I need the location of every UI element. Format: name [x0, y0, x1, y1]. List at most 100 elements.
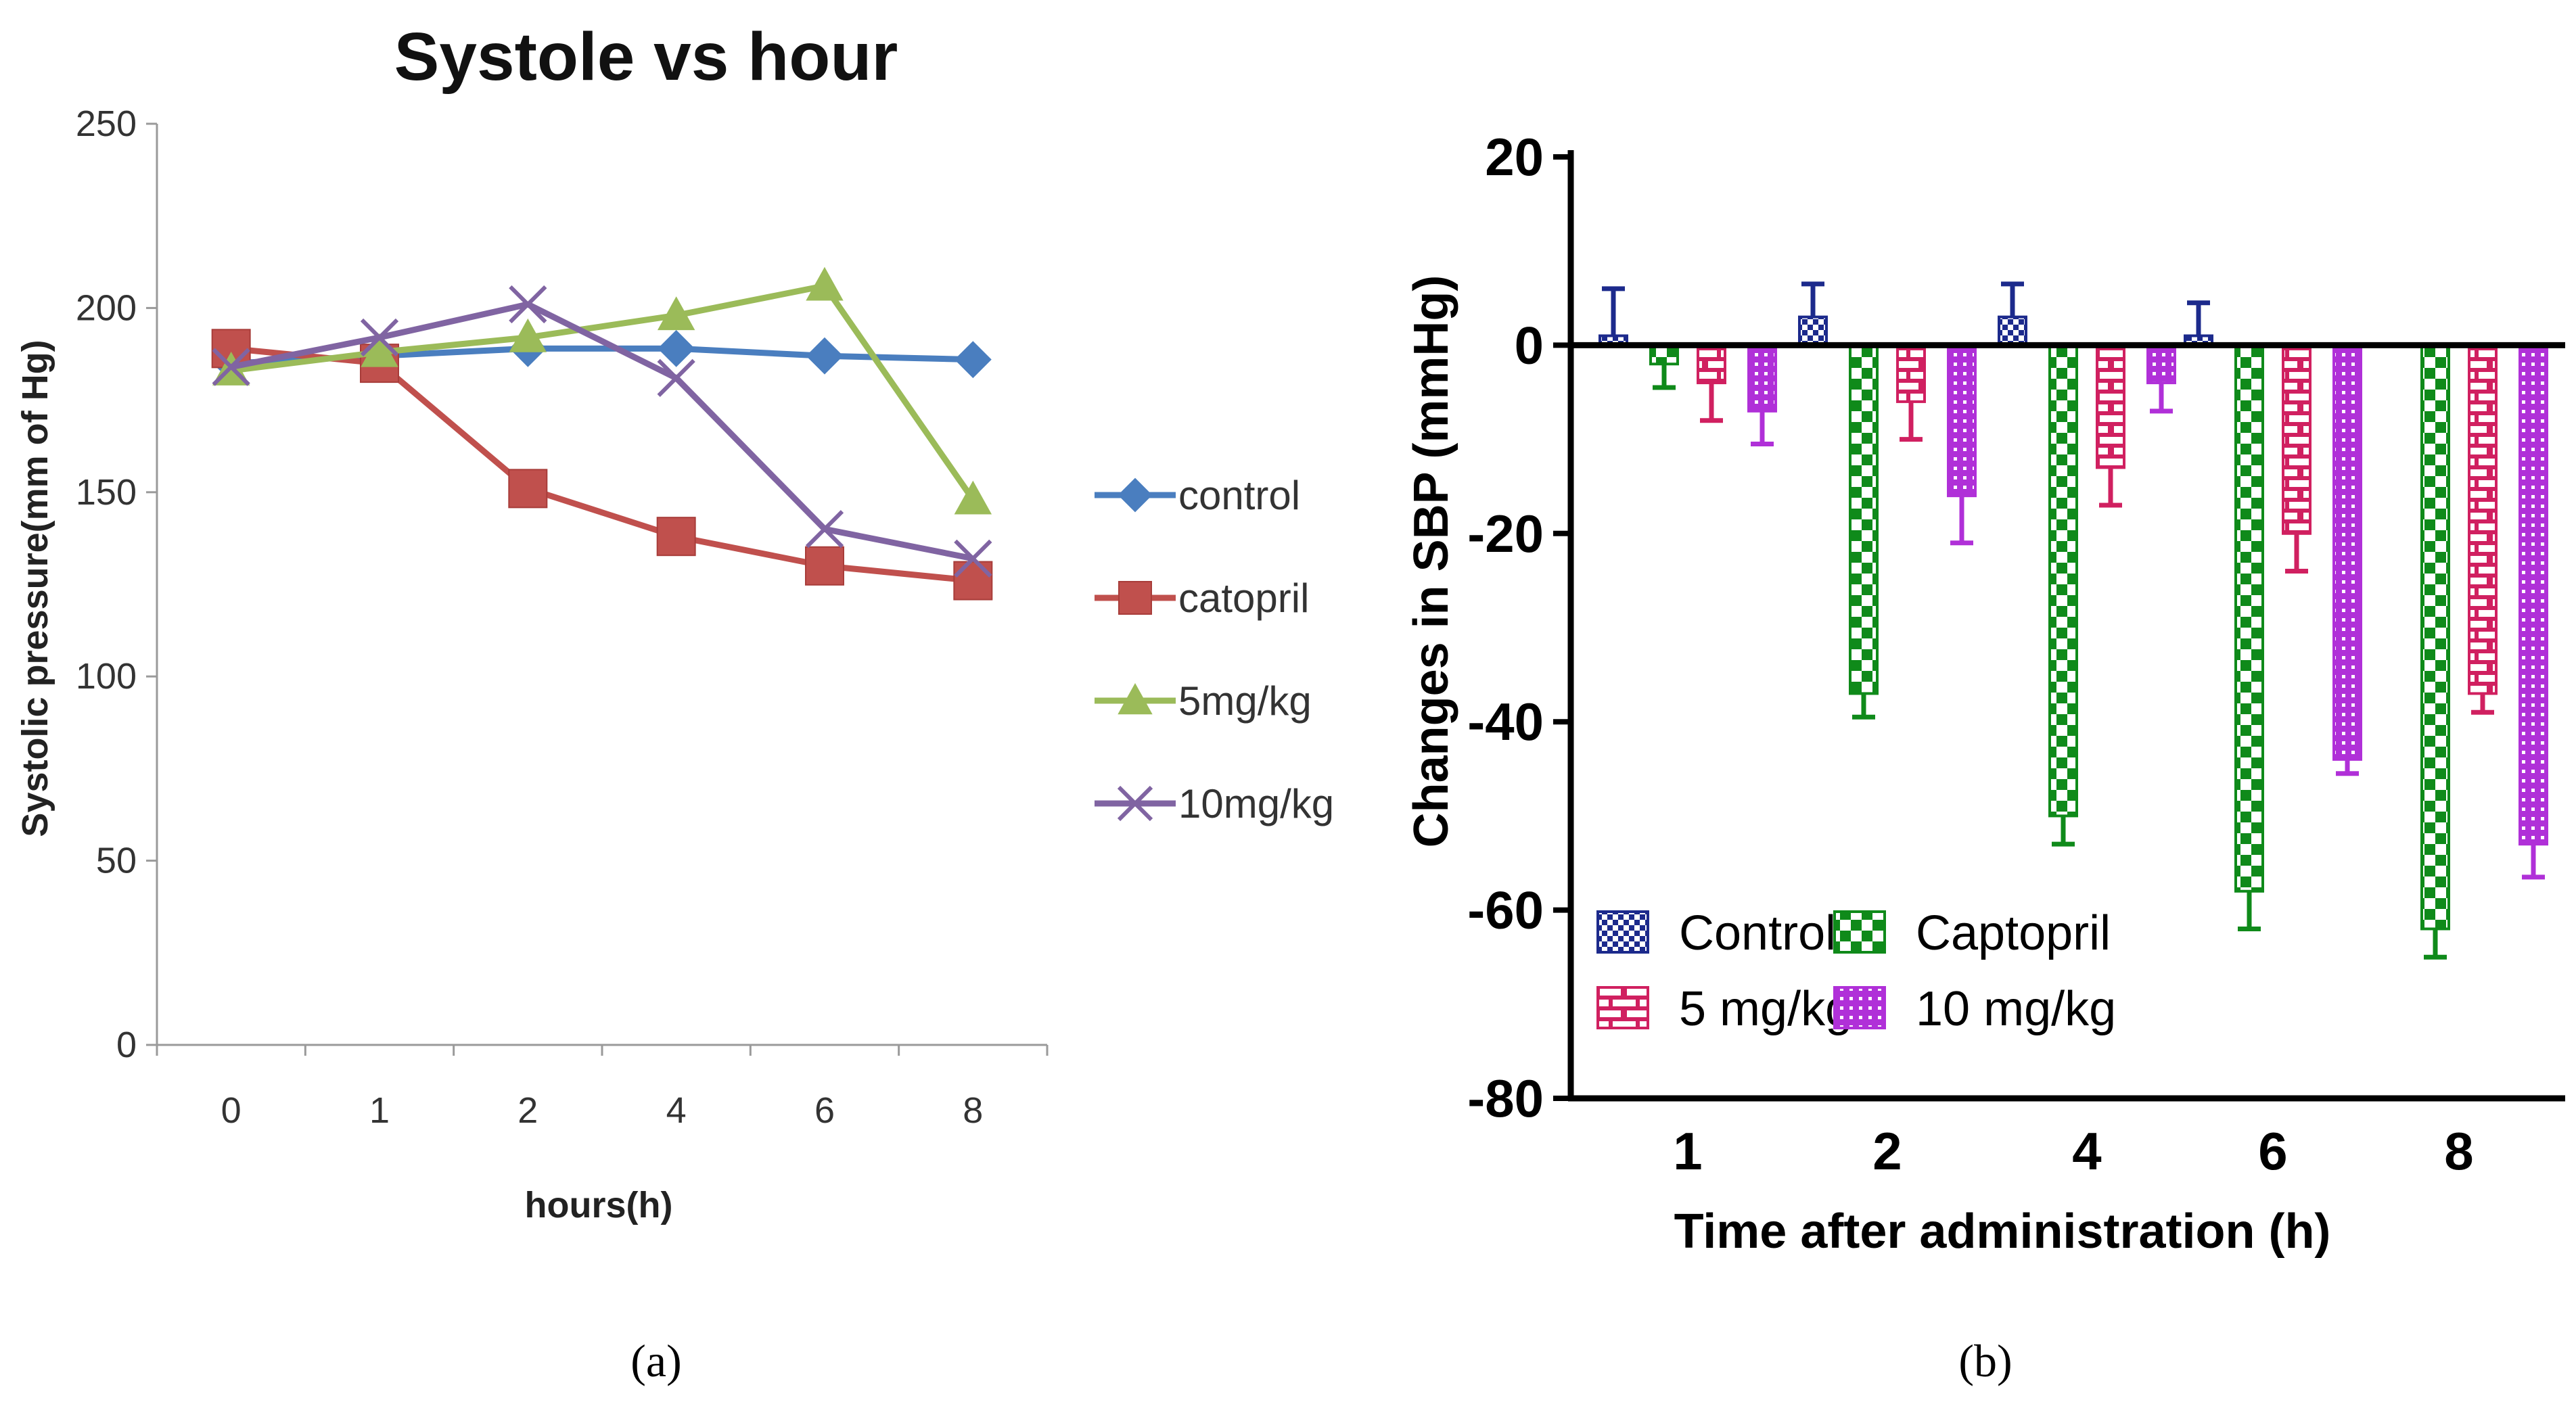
legend-swatch-5-mg-kg — [1596, 986, 1649, 1029]
legend-marker-5mg-kg — [1118, 682, 1153, 715]
chart-b-y-tick-label: -20 — [1467, 504, 1544, 563]
point-10mg-kg-stroke — [360, 318, 399, 357]
chart-a-y-tick-label: 250 — [76, 103, 137, 144]
point-control — [806, 337, 844, 375]
chart-b-y-tick-label: -60 — [1467, 881, 1544, 940]
point-10mg-kg — [360, 318, 399, 357]
chart-b-bars — [1598, 281, 2548, 960]
bar-10-mg-kg — [1947, 344, 1977, 498]
point-10mg-kg-stroke — [805, 510, 844, 548]
chart-b-xlabel: Time after administration (h) — [1674, 1205, 2331, 1259]
legend-item-5mg-kg: 5mg/kg — [1095, 678, 1312, 724]
bar-captopril — [2420, 344, 2450, 931]
bar-control — [1798, 315, 1828, 347]
legend-label-10mg-kg: 10mg/kg — [1178, 781, 1334, 826]
chart-a-ylabel: Systolic pressure(mm of Hg) — [15, 340, 55, 837]
legend-swatch-10-mg-kg — [1833, 986, 1886, 1029]
chart-b-x-tick-label: 6 — [2258, 1121, 2287, 1181]
legend-item-10-mg-kg: 10 mg/kg — [1833, 982, 2116, 1036]
legend-label-control: control — [1178, 473, 1300, 518]
chart-a-x-tick-label: 8 — [963, 1090, 983, 1131]
chart-a-x-tick-label: 6 — [814, 1090, 835, 1131]
chart-a-legend: control catopril 5mg/kg 10mg/kg — [1095, 473, 1334, 826]
bar-5-mg-kg — [2282, 344, 2312, 535]
chart-b-y-tick-label: -40 — [1467, 692, 1544, 751]
legend-item-10mg-kg: 10mg/kg — [1095, 781, 1334, 826]
bar-10-mg-kg — [2146, 344, 2176, 385]
point-10mg-kg-stroke — [212, 348, 250, 386]
legend-marker-10mg-kg-stroke — [1117, 785, 1153, 822]
legend-label-captopril: Captopril — [1916, 906, 2111, 960]
chart-b-legend: Control Captopril 5 mg/kg 10 mg/kg — [1596, 906, 2116, 1036]
legend-marker-control — [1118, 477, 1153, 513]
chart-a-y-tick-label: 100 — [76, 656, 137, 697]
point-catopril — [953, 561, 993, 601]
chart-b-ylabel: Changes in SBP (mmHg) — [1404, 275, 1458, 848]
chart-b-y-tick-label: 20 — [1485, 127, 1544, 187]
bar-5-mg-kg — [2096, 344, 2125, 469]
legend-swatch-captopril — [1833, 910, 1886, 954]
legend-item-control: control — [1095, 473, 1300, 518]
point-5mg-kg — [954, 480, 992, 515]
point-5mg-kg — [806, 266, 844, 301]
bar-5-mg-kg — [1896, 344, 1926, 403]
series-line-10mg-kg — [230, 301, 974, 562]
chart-a-x-tick-label: 2 — [518, 1090, 538, 1131]
legend-label-catopril: catopril — [1178, 576, 1309, 621]
legend-label-5-mg-kg: 5 mg/kg — [1679, 982, 1852, 1036]
point-catopril — [805, 546, 844, 586]
point-5mg-kg — [657, 296, 695, 331]
point-10mg-kg — [954, 539, 992, 578]
bar-5-mg-kg — [1697, 344, 1726, 385]
bar-control — [1998, 315, 2027, 347]
point-10mg-kg-stroke — [954, 539, 992, 578]
chart-a-axes: 0 50 100 150 200 250 0 1 2 4 6 8 — [76, 103, 1049, 1131]
chart-a-x-tick-label: 0 — [221, 1090, 242, 1131]
bar-10-mg-kg — [2518, 344, 2548, 846]
point-catopril — [508, 469, 548, 509]
chart-b-x-tick-label: 1 — [1673, 1121, 1702, 1181]
chart-a: Systole vs hour 0 50 100 150 200 250 0 1 2 4 6 8 ho… — [15, 19, 1334, 1225]
bar-5-mg-kg — [2468, 344, 2498, 695]
legend-item-catopril: catopril — [1095, 576, 1309, 621]
point-5mg-kg — [509, 318, 547, 352]
legend-label-10-mg-kg: 10 mg/kg — [1916, 982, 2116, 1036]
chart-a-x-tick-label: 4 — [666, 1090, 687, 1131]
panel-label-a: (a) — [630, 1335, 681, 1386]
point-10mg-kg-stroke — [657, 358, 695, 398]
bar-10-mg-kg — [1747, 344, 1777, 413]
chart-a-x-tick-label: 1 — [369, 1090, 390, 1131]
chart-b-y-tick-label: 0 — [1515, 315, 1544, 375]
chart-b-x-tick-label: 4 — [2072, 1121, 2101, 1181]
chart-a-series — [211, 266, 993, 601]
legend-item-control: Control — [1596, 906, 1836, 960]
point-10mg-kg — [657, 358, 695, 398]
series-line-catopril — [231, 345, 973, 584]
chart-a-y-tick-label: 150 — [76, 472, 137, 513]
chart-a-title: Systole vs hour — [394, 19, 898, 95]
series-line-5mg-kg — [231, 283, 976, 502]
bar-captopril — [2234, 344, 2264, 893]
point-control — [658, 329, 695, 367]
chart-b-x-tick-label: 8 — [2444, 1121, 2473, 1181]
chart-a-y-tick-label: 50 — [96, 841, 137, 881]
point-10mg-kg — [805, 510, 844, 548]
legend-label-control: Control — [1679, 906, 1836, 960]
chart-b-x-tick-label: 2 — [1872, 1121, 1902, 1181]
legend-marker-catopril — [1118, 581, 1152, 615]
chart-a-y-tick-label: 200 — [76, 287, 137, 328]
point-10mg-kg-stroke — [509, 285, 547, 324]
panel-label-b: (b) — [1958, 1335, 2012, 1386]
chart-b-y-tick-label: -80 — [1467, 1069, 1544, 1128]
bar-captopril — [1849, 344, 1879, 695]
legend-item-5-mg-kg: 5 mg/kg — [1596, 982, 1852, 1036]
legend-swatch-control — [1596, 910, 1649, 954]
chart-a-xlabel: hours(h) — [525, 1185, 673, 1225]
chart-a-y-tick-label: 0 — [116, 1025, 137, 1065]
point-10mg-kg — [212, 348, 250, 386]
legend-label-5mg-kg: 5mg/kg — [1178, 678, 1312, 724]
point-5mg-kg — [361, 333, 398, 367]
